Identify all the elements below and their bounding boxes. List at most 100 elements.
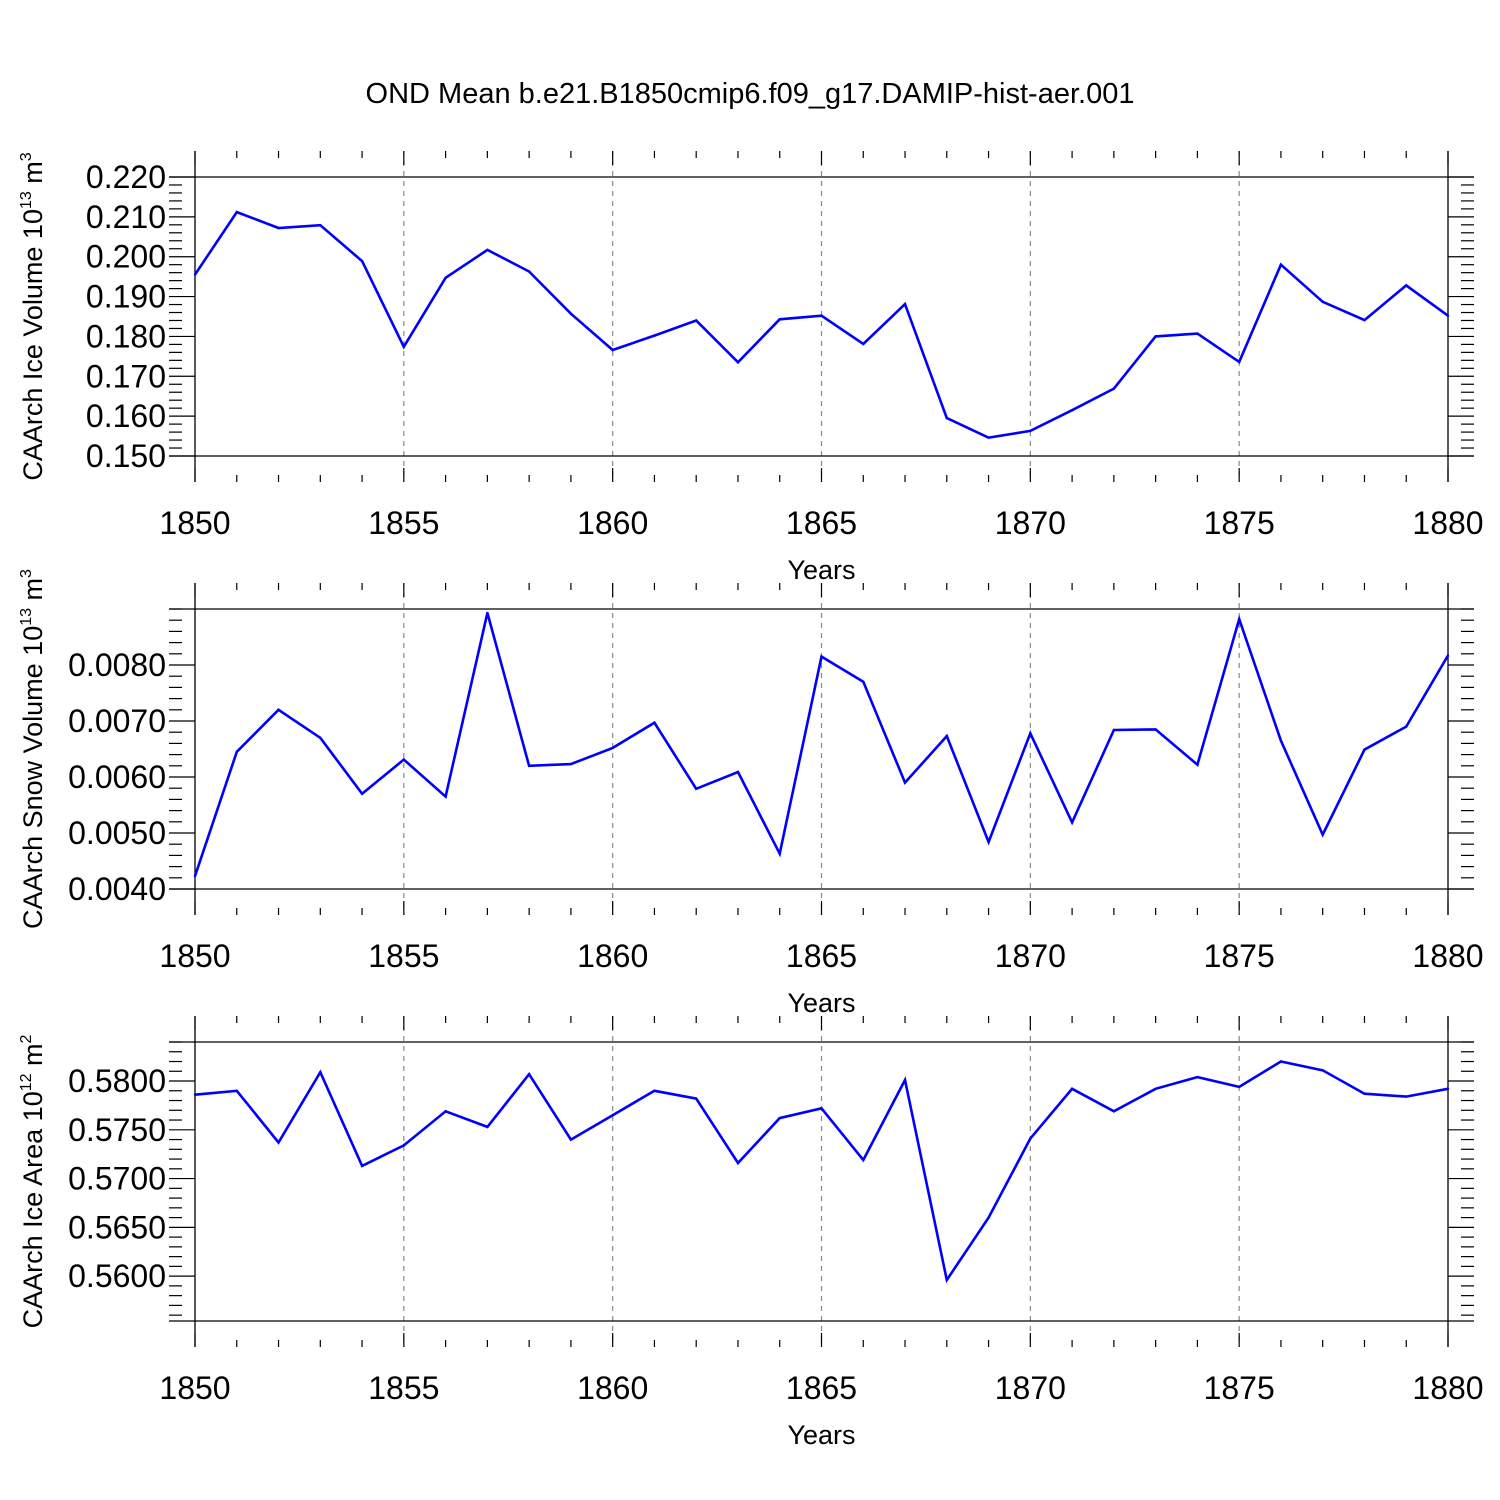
data-point [277, 226, 280, 230]
y-tick-label: 0.220 [86, 159, 166, 195]
data-point [945, 1278, 948, 1282]
data-point [820, 314, 823, 317]
x-tick-label: 1860 [577, 505, 648, 541]
x-tick-label: 1855 [368, 505, 439, 541]
y-tick-label: 0.0040 [68, 871, 166, 907]
data-point [736, 361, 740, 364]
data-point [903, 302, 907, 306]
data-point [1196, 763, 1199, 766]
x-axis-label: Years [787, 988, 855, 1018]
x-tick-label: 1865 [786, 1370, 857, 1406]
data-point [1405, 725, 1408, 728]
x-tick-label: 1855 [368, 938, 439, 974]
data-point [1154, 1087, 1157, 1091]
data-point [611, 746, 614, 750]
data-point [903, 1078, 907, 1082]
chart-panel-2: 0.0040 0.0050 0.0060 0.0070 0.0080 1850 1855 18… [18, 569, 1484, 1018]
data-point [235, 750, 238, 753]
data-point [987, 436, 990, 439]
data-point [1112, 387, 1116, 390]
y-axis-label: CAArch Ice Volume 1013 m3 [18, 152, 48, 480]
data-point [1279, 263, 1283, 266]
data-point [1363, 1092, 1366, 1095]
data-point [402, 1144, 406, 1147]
data-point [1237, 617, 1241, 621]
data-point [235, 210, 238, 214]
data-point [1237, 360, 1241, 364]
x-tick-label: 1850 [159, 938, 230, 974]
y-tick-label: 0.190 [86, 279, 166, 315]
data-point [527, 1072, 531, 1076]
data-point [1237, 1085, 1241, 1089]
data-point [736, 1161, 740, 1165]
data-point [695, 319, 698, 322]
x-tick-label: 1860 [577, 1370, 648, 1406]
data-point [1029, 429, 1032, 433]
data-point [527, 270, 531, 273]
data-point [778, 852, 781, 855]
data-point [1405, 1095, 1408, 1098]
data-point [778, 318, 781, 321]
data-point [193, 273, 197, 276]
data-point [1112, 728, 1116, 732]
y-tick-label: 0.210 [86, 199, 166, 235]
data-point [486, 1125, 489, 1129]
y-axis-label: CAArch Snow Volume 1013 m3 [18, 569, 48, 929]
data-point [1112, 1110, 1116, 1113]
data-point [569, 762, 573, 766]
y-tick-label: 0.0050 [68, 815, 166, 851]
data-point [611, 348, 614, 352]
data-point [1070, 408, 1074, 412]
data-point [945, 416, 948, 420]
data-point [235, 1089, 238, 1092]
x-axis-label: Years [787, 1420, 855, 1450]
data-point [569, 1138, 573, 1141]
data-point [1070, 1087, 1074, 1091]
data-point [987, 840, 990, 844]
data-point [1363, 748, 1366, 751]
data-point [277, 708, 280, 711]
data-point [820, 1107, 823, 1110]
x-tick-label: 1880 [1412, 1370, 1483, 1406]
y-tick-label: 0.0060 [68, 759, 166, 795]
x-tick-label: 1870 [995, 1370, 1066, 1406]
y-tick-label: 0.5650 [68, 1209, 166, 1245]
data-point [193, 1093, 197, 1096]
data-point [1321, 300, 1324, 303]
data-point [1279, 739, 1283, 742]
page-title: OND Mean b.e21.B1850cmip6.f09_g17.DAMIP-… [365, 78, 1135, 110]
y-tick-label: 0.200 [86, 239, 166, 275]
data-point [862, 1158, 865, 1162]
data-point [486, 611, 489, 615]
data-point [1446, 314, 1450, 317]
data-point [987, 1216, 990, 1219]
data-point [695, 1097, 698, 1100]
data-point [319, 1071, 322, 1074]
y-tick-label: 0.170 [86, 358, 166, 394]
y-tick-label: 0.160 [86, 398, 166, 434]
data-point [1196, 1075, 1199, 1079]
data-point [444, 795, 447, 798]
data-point [486, 248, 489, 252]
data-point [945, 734, 948, 738]
y-axis-label: CAArch Ice Area 1012 m2 [18, 1034, 48, 1328]
data-point [736, 770, 740, 774]
data-point [402, 758, 406, 761]
data-point [319, 736, 322, 739]
y-tick-label: 0.150 [86, 438, 166, 474]
x-tick-label: 1880 [1412, 938, 1483, 974]
x-tick-label: 1865 [786, 505, 857, 541]
data-point [569, 312, 573, 315]
data-point [1405, 284, 1408, 287]
data-point [611, 1113, 614, 1117]
data-point [653, 721, 656, 724]
chart-panel-3: 0.5600 0.5650 0.5700 0.5750 0.5800 1850 1855 18… [18, 1016, 1484, 1450]
data-point [1321, 833, 1324, 836]
data-point [1279, 1060, 1283, 1063]
data-point [820, 655, 823, 658]
y-tick-label: 0.5750 [68, 1112, 166, 1148]
x-tick-label: 1860 [577, 938, 648, 974]
data-point [1029, 1137, 1032, 1140]
data-point [1363, 318, 1366, 322]
x-tick-label: 1850 [159, 1370, 230, 1406]
